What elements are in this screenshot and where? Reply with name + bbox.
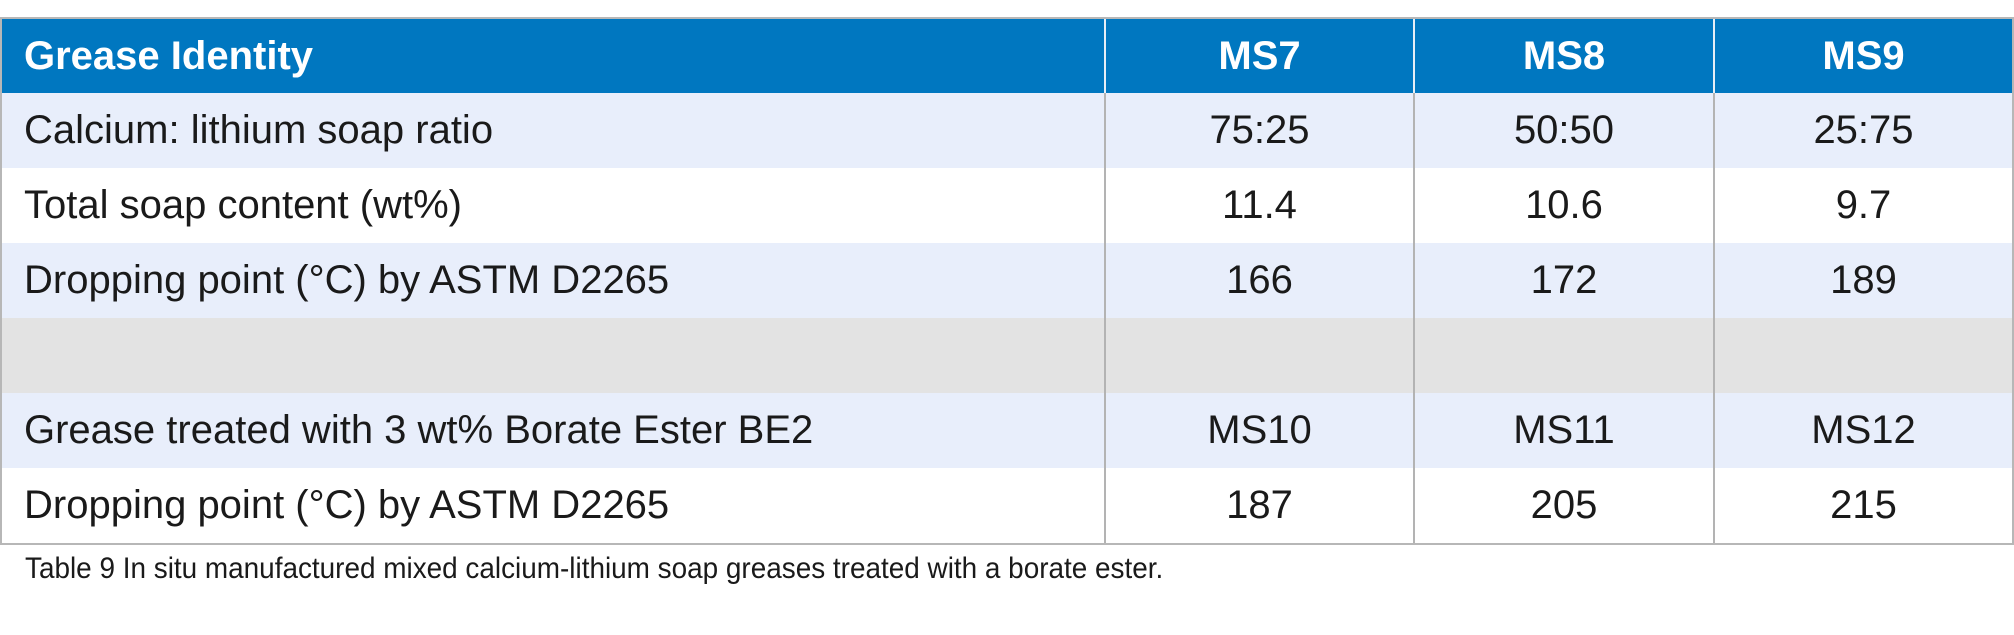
table-cell: 10.6 — [1413, 168, 1714, 243]
column-header-ms7: MS7 — [1104, 19, 1414, 93]
column-header-ms9: MS9 — [1713, 19, 2012, 93]
table-row: Calcium: lithium soap ratio 75:25 50:50 … — [2, 93, 2012, 168]
column-header-grease-identity: Grease Identity — [2, 19, 1105, 93]
table-cell: MS10 — [1104, 393, 1414, 468]
table-cell: MS12 — [1713, 393, 2012, 468]
row-label: Total soap content (wt%) — [2, 168, 1105, 243]
grease-table: Grease Identity MS7 MS8 MS9 Calcium: lit… — [2, 19, 2012, 543]
table-cell: 25:75 — [1713, 93, 2012, 168]
column-header-ms8: MS8 — [1413, 19, 1714, 93]
table-caption: Table 9 In situ manufactured mixed calci… — [25, 552, 1164, 585]
row-label: Calcium: lithium soap ratio — [2, 93, 1105, 168]
row-label: Dropping point (°C) by ASTM D2265 — [2, 468, 1105, 543]
table-row: Grease treated with 3 wt% Borate Ester B… — [2, 393, 2012, 468]
table-cell: 215 — [1713, 468, 2012, 543]
table-cell: 205 — [1413, 468, 1714, 543]
table-cell: 172 — [1413, 243, 1714, 318]
table-cell: 11.4 — [1104, 168, 1414, 243]
spacer-row — [2, 318, 2012, 393]
table-cell: 9.7 — [1713, 168, 2012, 243]
data-table-container: Grease Identity MS7 MS8 MS9 Calcium: lit… — [0, 17, 2014, 545]
row-label — [2, 318, 1105, 393]
table-cell — [1104, 318, 1414, 393]
table-cell: 50:50 — [1413, 93, 1714, 168]
table-cell: 75:25 — [1104, 93, 1414, 168]
table-cell — [1413, 318, 1714, 393]
table-cell — [1713, 318, 2012, 393]
table-row: Total soap content (wt%) 11.4 10.6 9.7 — [2, 168, 2012, 243]
table-row: Dropping point (°C) by ASTM D2265 187 20… — [2, 468, 2012, 543]
table-row: Dropping point (°C) by ASTM D2265 166 17… — [2, 243, 2012, 318]
table-cell: MS11 — [1413, 393, 1714, 468]
row-label: Dropping point (°C) by ASTM D2265 — [2, 243, 1105, 318]
table-cell: 166 — [1104, 243, 1414, 318]
table-cell: 189 — [1713, 243, 2012, 318]
table-header-row: Grease Identity MS7 MS8 MS9 — [2, 19, 2012, 93]
row-label: Grease treated with 3 wt% Borate Ester B… — [2, 393, 1105, 468]
table-cell: 187 — [1104, 468, 1414, 543]
